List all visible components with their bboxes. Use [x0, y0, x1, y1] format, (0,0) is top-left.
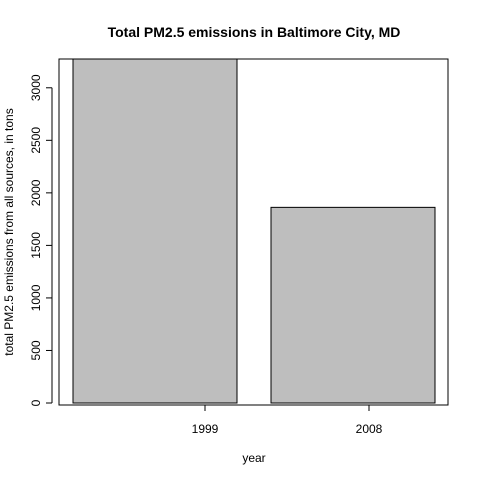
- y-tick-label: 3000: [29, 74, 43, 101]
- bar-1999: [72, 58, 238, 404]
- x-axis: 1999 2008: [192, 404, 383, 436]
- bar-2008: [270, 206, 436, 404]
- x-axis-label: year: [242, 451, 265, 465]
- x-tick-label: 1999: [192, 422, 219, 436]
- bars-group: [72, 58, 436, 404]
- y-tick-label: 500: [29, 340, 43, 360]
- y-tick-label: 1000: [29, 284, 43, 311]
- y-tick-label: 2000: [29, 179, 43, 206]
- chart-title: Total PM2.5 emissions in Baltimore City,…: [108, 24, 401, 40]
- y-tick-label: 1500: [29, 232, 43, 259]
- y-tick-label: 2500: [29, 127, 43, 154]
- y-tick-label: 0: [29, 399, 43, 406]
- y-axis-label: total PM2.5 emissions from all sources, …: [2, 108, 16, 355]
- y-axis: 0 500 1000 1500 2000 2500 3000: [29, 74, 53, 406]
- x-tick-label: 2008: [356, 422, 383, 436]
